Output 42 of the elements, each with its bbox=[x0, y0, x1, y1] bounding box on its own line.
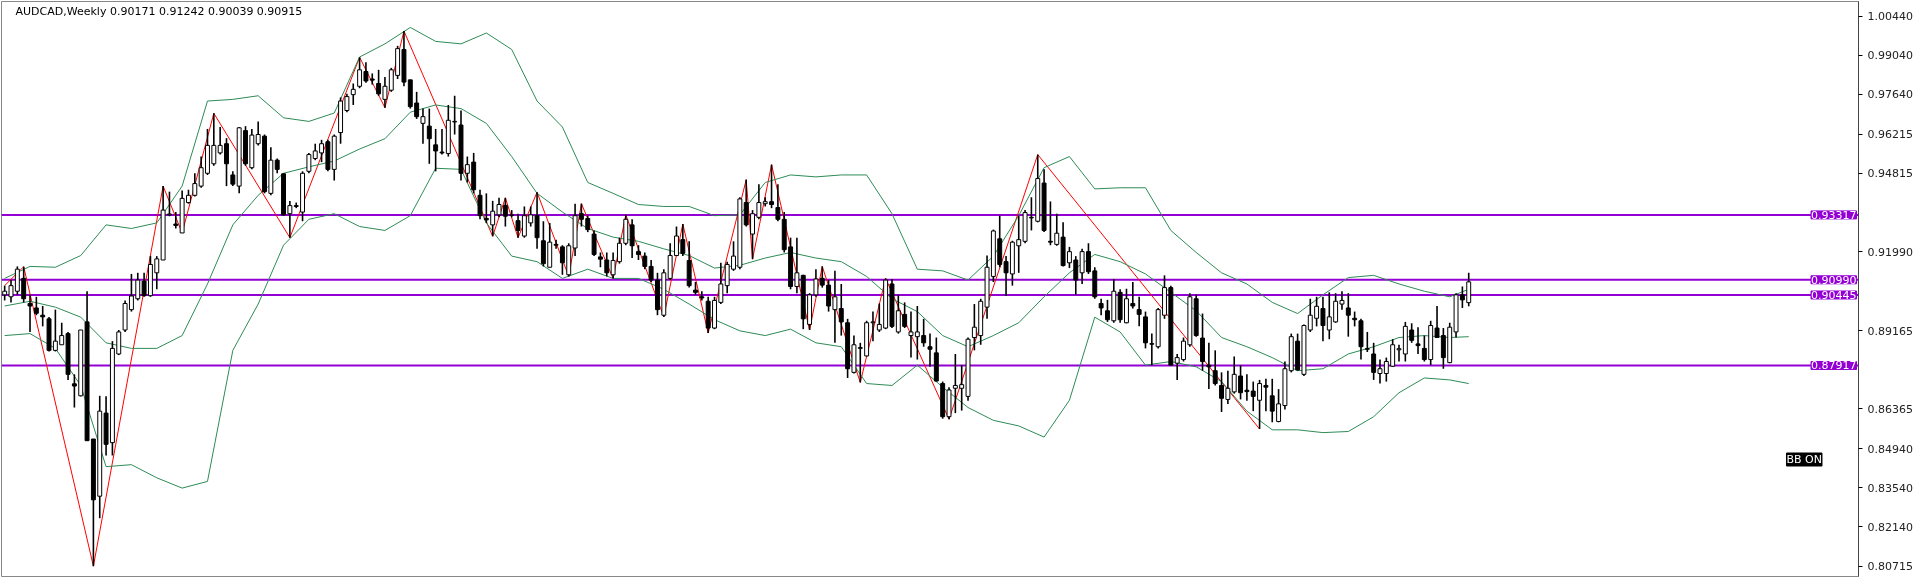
candlestick bbox=[1200, 312, 1205, 372]
line-series bbox=[4, 104, 1470, 372]
candlestick bbox=[1212, 349, 1218, 387]
candlestick bbox=[426, 107, 432, 165]
y-tick-label: 0.84940 bbox=[1867, 442, 1913, 456]
candlestick bbox=[27, 294, 33, 333]
line-series bbox=[4, 30, 1261, 567]
candlestick bbox=[1149, 332, 1155, 366]
y-tick-label: 0.86365 bbox=[1867, 402, 1913, 416]
candlestick bbox=[40, 305, 46, 328]
candlestick bbox=[433, 128, 439, 173]
y-tick-label: 0.99040 bbox=[1867, 49, 1913, 63]
y-tick-label: 0.97640 bbox=[1867, 88, 1913, 102]
y-tick-label: 0.89165 bbox=[1867, 324, 1913, 338]
candlestick bbox=[927, 332, 933, 368]
ref-line-label: 0.90445 bbox=[1811, 289, 1857, 302]
ref-line-label: 0.87917 bbox=[1811, 359, 1857, 373]
ref-line-label: 0.90990 bbox=[1811, 273, 1857, 287]
ref-line-label: 0.93317 bbox=[1811, 208, 1857, 222]
y-tick-label: 1.00440 bbox=[1867, 10, 1913, 24]
chart-title: AUDCAD,Weekly 0.90171 0.91242 0.90039 0.90915 bbox=[15, 4, 303, 18]
y-tick-label: 0.91990 bbox=[1867, 245, 1913, 259]
annotation: BB ON bbox=[1786, 453, 1822, 466]
candlestick bbox=[629, 218, 635, 259]
candlestick bbox=[1206, 342, 1212, 390]
candlestick bbox=[1415, 326, 1421, 355]
candlestick bbox=[775, 183, 781, 223]
candlestick bbox=[33, 296, 39, 317]
y-tick-label: 0.82140 bbox=[1867, 520, 1913, 534]
candlestick bbox=[1364, 331, 1370, 353]
y-tick-label: 0.96215 bbox=[1867, 128, 1913, 142]
y-tick-label: 0.83540 bbox=[1867, 481, 1913, 495]
candlestick bbox=[173, 211, 179, 230]
candlestick bbox=[1136, 296, 1142, 328]
y-tick-label: 0.94815 bbox=[1867, 167, 1913, 181]
candlestick bbox=[350, 82, 356, 106]
line-series bbox=[4, 167, 1470, 489]
y-tick-label: 0.80715 bbox=[1867, 560, 1913, 574]
candlestick bbox=[477, 188, 483, 221]
candlestick bbox=[420, 107, 426, 145]
candlestick bbox=[1345, 292, 1351, 338]
candlestick bbox=[591, 229, 597, 257]
